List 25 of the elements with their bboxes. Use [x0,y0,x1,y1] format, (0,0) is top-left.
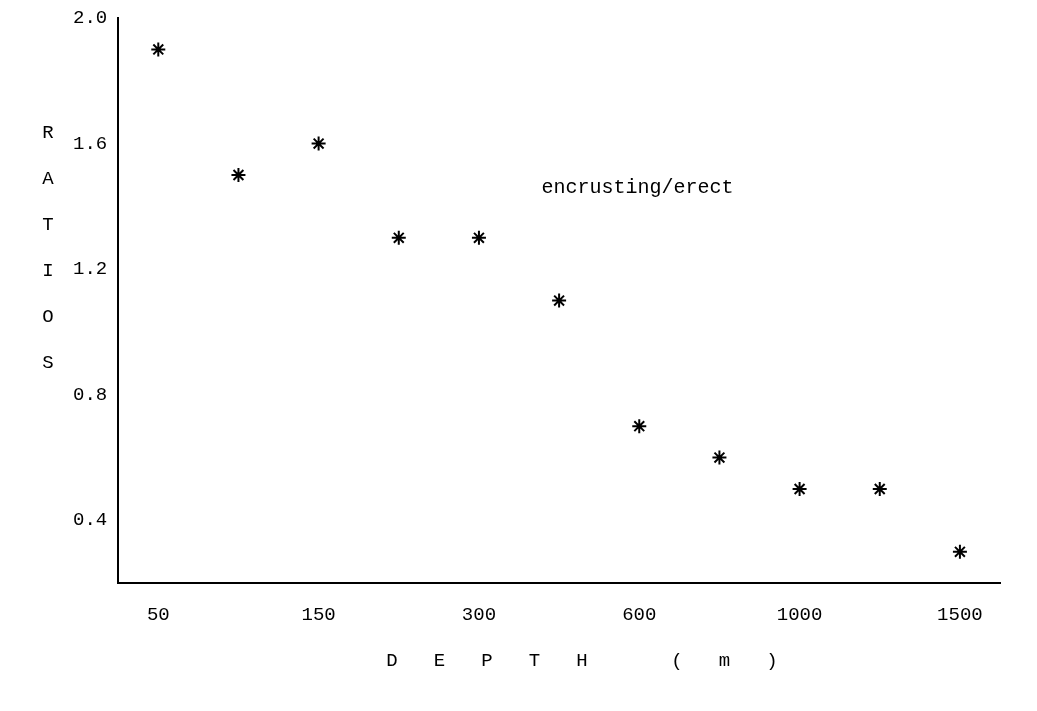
x-tick-label: 600 [622,603,657,626]
y-tick-label: 2.0 [72,7,108,30]
point [711,449,728,466]
text: RATIOS [42,122,54,374]
x-tick-label: 300 [461,603,497,626]
y-tick-label: 0.8 [72,383,108,406]
point [951,543,968,560]
x-tick-label: 1500 [937,603,983,626]
point [871,481,888,497]
y-tick-label: 1.6 [72,132,108,155]
annotation: encrusting/erect [541,176,734,199]
y-tick-label: 1.2 [72,258,108,281]
y-tick-label: 0.4 [72,509,108,532]
point [230,167,247,183]
point [390,229,407,246]
point [470,229,487,246]
point [631,418,648,435]
x-tick-label: 1000 [776,603,823,626]
point [310,135,327,152]
x-tick-label: 50 [146,603,170,626]
point [150,41,167,58]
point [791,481,808,497]
x-axis-title: DEPTH (m) [385,650,815,672]
x-tick-label: 150 [301,603,336,626]
point [551,292,568,309]
